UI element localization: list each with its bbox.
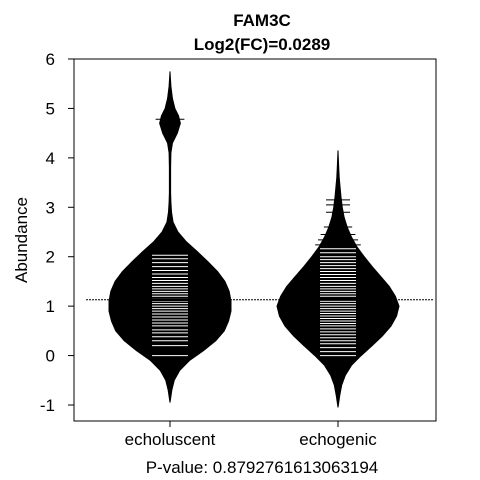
- chart-title: FAM3C: [233, 11, 291, 30]
- x-tick-label-echoluscent: echoluscent: [125, 430, 216, 449]
- bean-shape-echogenic: [276, 150, 400, 408]
- bean-echoluscent: [108, 71, 232, 403]
- x-axis: echoluscent echogenic: [125, 420, 377, 449]
- x-tick-label-echogenic: echogenic: [299, 430, 377, 449]
- x-axis-label: P-value: 0.8792761613063194: [146, 458, 379, 477]
- y-axis: -1 0 1 2 3 4 5 6: [40, 50, 75, 415]
- bean-shape-echoluscent: [108, 71, 232, 403]
- y-tick-label: 0: [46, 347, 55, 366]
- y-tick-label: 2: [46, 248, 55, 267]
- y-tick-label: 1: [46, 297, 55, 316]
- chart-subtitle: Log2(FC)=0.0289: [194, 35, 331, 54]
- y-tick-label: 5: [46, 99, 55, 118]
- beans-layer: [108, 71, 400, 408]
- y-tick-label: -1: [40, 396, 55, 415]
- y-axis-label: Abundance: [12, 197, 31, 283]
- y-tick-label: 3: [46, 198, 55, 217]
- y-tick-label: 4: [46, 149, 55, 168]
- bean-echogenic: [276, 150, 400, 408]
- y-tick-label: 6: [46, 50, 55, 69]
